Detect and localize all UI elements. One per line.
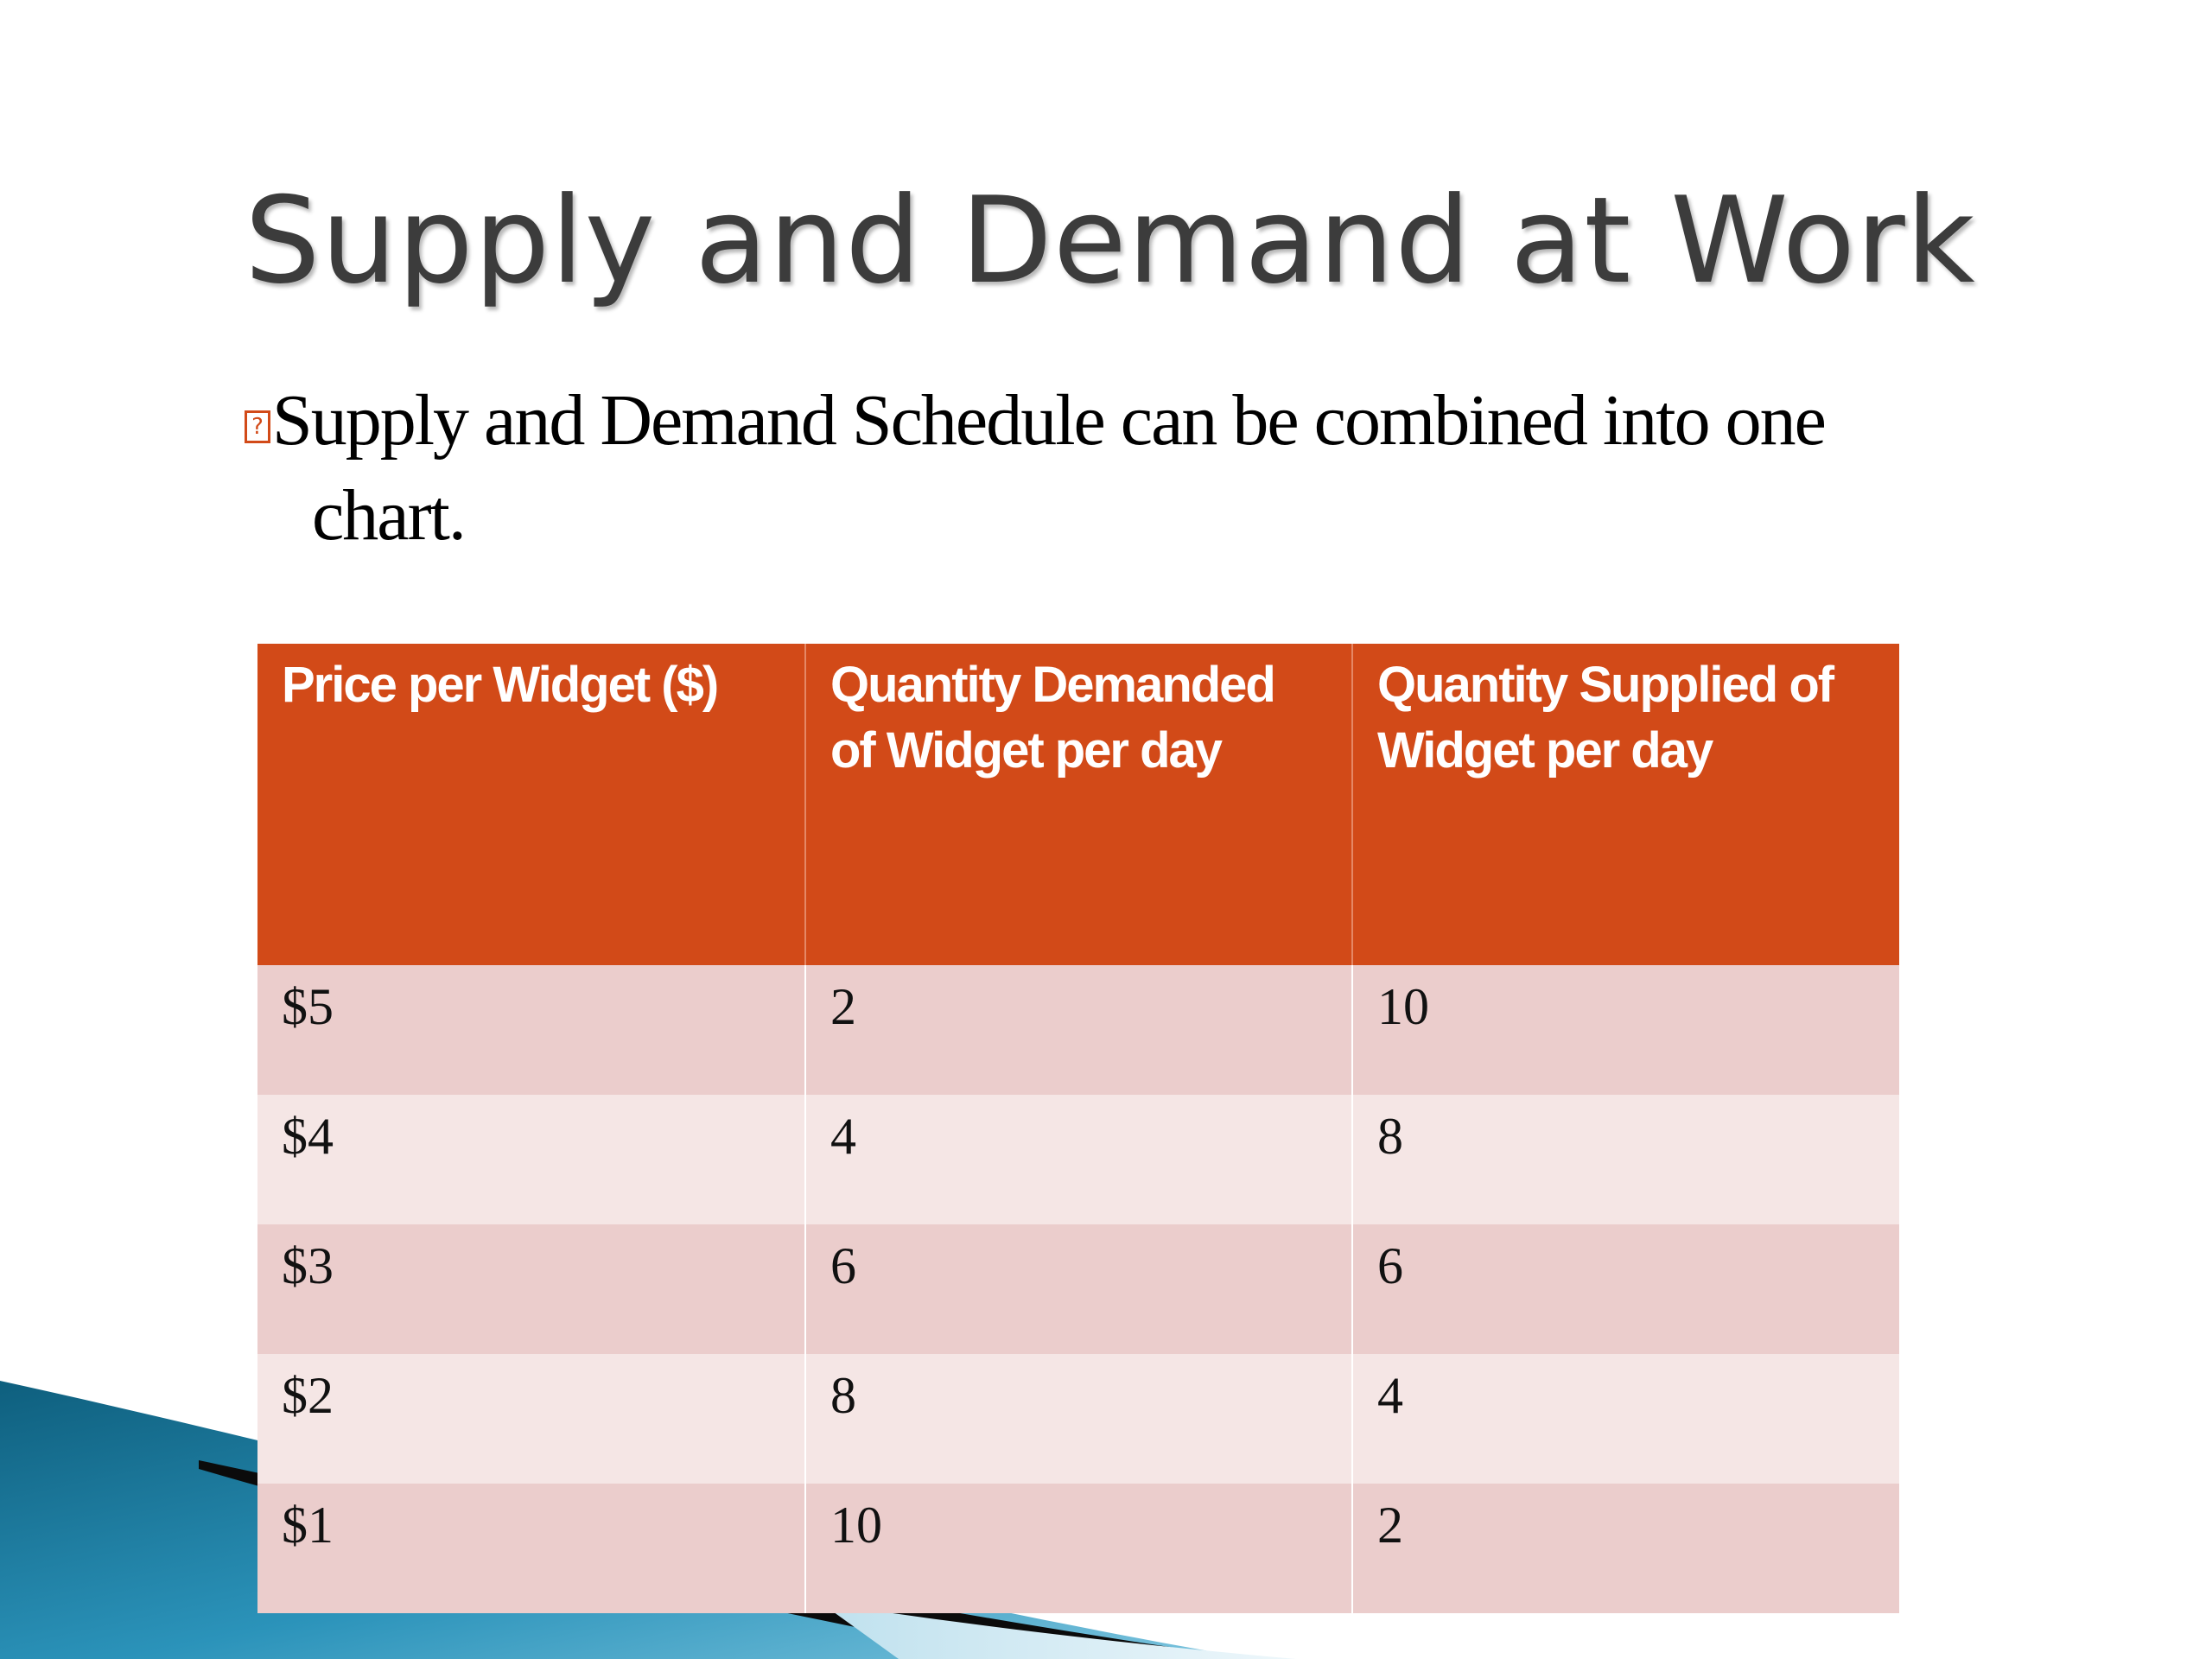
supply-demand-table: Price per Widget ($) Quantity Demanded o… — [257, 644, 1899, 1613]
cell-quantity-supplied: 10 — [1351, 965, 1899, 1095]
header-quantity-demanded: Quantity Demanded of Widget per day — [804, 644, 1352, 965]
cell-quantity-supplied: 8 — [1351, 1095, 1899, 1224]
header-price: Price per Widget ($) — [257, 644, 805, 965]
header-quantity-supplied: Quantity Supplied of Widget per day — [1351, 644, 1899, 965]
cell-price: $1 — [257, 1484, 805, 1613]
bullet-marker-icon: ? — [245, 410, 270, 443]
bullet-text-line2: chart. — [312, 475, 467, 556]
slide-title: Supply and Demand at Work — [245, 171, 1976, 310]
table-header-row: Price per Widget ($) Quantity Demanded o… — [257, 644, 1899, 965]
cell-price: $2 — [257, 1354, 805, 1484]
cell-quantity-demanded: 4 — [804, 1095, 1352, 1224]
table-row: $5 2 10 — [257, 965, 1899, 1095]
cell-quantity-demanded: 10 — [804, 1484, 1352, 1613]
bullet-text-line1: Supply and Demand Schedule can be combin… — [272, 380, 1827, 461]
table-row: $4 4 8 — [257, 1095, 1899, 1224]
cell-quantity-supplied: 2 — [1351, 1484, 1899, 1613]
cell-quantity-demanded: 8 — [804, 1354, 1352, 1484]
cell-price: $5 — [257, 965, 805, 1095]
cell-quantity-supplied: 6 — [1351, 1224, 1899, 1354]
cell-price: $3 — [257, 1224, 805, 1354]
cell-quantity-supplied: 4 — [1351, 1354, 1899, 1484]
cell-quantity-demanded: 6 — [804, 1224, 1352, 1354]
cell-quantity-demanded: 2 — [804, 965, 1352, 1095]
table-row: $1 10 2 — [257, 1484, 1899, 1613]
cell-price: $4 — [257, 1095, 805, 1224]
table-row: $2 8 4 — [257, 1354, 1899, 1484]
table-row: $3 6 6 — [257, 1224, 1899, 1354]
bullet-point: ? Supply and Demand Schedule can be combi… — [245, 373, 1955, 563]
